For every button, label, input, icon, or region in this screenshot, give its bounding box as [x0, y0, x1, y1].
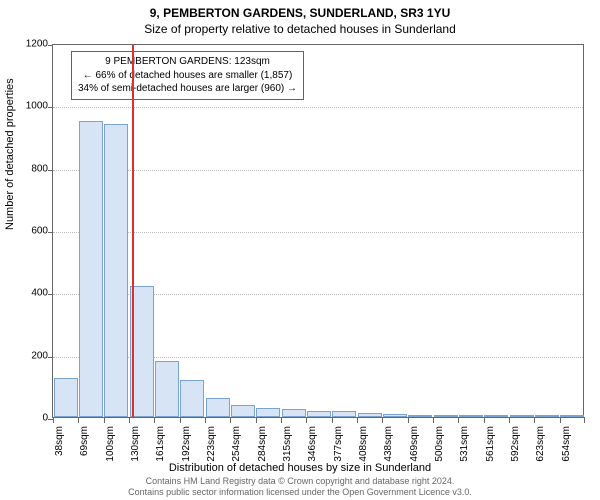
footer-attribution: Contains HM Land Registry data © Crown c…	[0, 476, 600, 499]
x-tick-mark	[458, 417, 459, 423]
x-tick-mark	[560, 417, 561, 423]
y-tick-mark	[48, 107, 53, 108]
page-subtitle: Size of property relative to detached ho…	[0, 20, 600, 36]
x-tick-label: 346sqm	[307, 426, 318, 466]
x-tick-label: 223sqm	[206, 426, 217, 466]
x-tick-label: 592sqm	[510, 426, 521, 466]
y-tick-mark	[48, 232, 53, 233]
x-tick-mark	[433, 417, 434, 423]
histogram-bar	[79, 121, 103, 417]
x-tick-mark	[104, 417, 105, 423]
annotation-line: 34% of semi-detached houses are larger (…	[78, 82, 297, 96]
histogram-bar	[535, 415, 559, 417]
histogram-bar	[459, 415, 483, 417]
y-tick-label: 600	[8, 226, 48, 237]
histogram-bar	[358, 413, 382, 417]
histogram-bar	[484, 415, 508, 417]
y-tick-mark	[48, 170, 53, 171]
x-tick-label: 500sqm	[434, 426, 445, 466]
page-address-title: 9, PEMBERTON GARDENS, SUNDERLAND, SR3 1Y…	[0, 0, 600, 20]
x-tick-mark	[78, 417, 79, 423]
x-tick-mark	[180, 417, 181, 423]
histogram-bar	[560, 415, 584, 417]
histogram-bar	[180, 380, 204, 417]
x-tick-mark	[129, 417, 130, 423]
annotation-box: 9 PEMBERTON GARDENS: 123sqm ← 66% of det…	[71, 51, 304, 100]
histogram-bar	[307, 411, 331, 417]
footer-line: Contains public sector information licen…	[0, 487, 600, 498]
x-tick-mark	[332, 417, 333, 423]
x-tick-mark	[357, 417, 358, 423]
histogram-bar	[332, 411, 356, 417]
x-tick-label: 561sqm	[485, 426, 496, 466]
x-tick-label: 469sqm	[409, 426, 420, 466]
x-tick-label: 531sqm	[459, 426, 470, 466]
y-tick-mark	[48, 357, 53, 358]
property-marker-line	[132, 45, 134, 417]
annotation-line: 9 PEMBERTON GARDENS: 123sqm	[78, 55, 297, 69]
y-tick-mark	[48, 294, 53, 295]
histogram-bar	[434, 415, 458, 417]
y-tick-label: 0	[8, 413, 48, 424]
x-tick-mark	[584, 417, 585, 423]
histogram-bar	[104, 124, 128, 417]
annotation-line: ← 66% of detached houses are smaller (1,…	[78, 69, 297, 83]
y-tick-label: 1200	[8, 39, 48, 50]
x-tick-label: 192sqm	[181, 426, 192, 466]
x-tick-label: 38sqm	[54, 426, 65, 466]
y-tick-label: 800	[8, 163, 48, 174]
y-tick-label: 400	[8, 288, 48, 299]
histogram-bar	[256, 408, 280, 417]
x-tick-label: 284sqm	[257, 426, 268, 466]
y-tick-label: 200	[8, 350, 48, 361]
histogram-bar	[54, 378, 78, 417]
x-tick-mark	[230, 417, 231, 423]
histogram-bar	[231, 405, 255, 417]
x-tick-mark	[281, 417, 282, 423]
x-tick-label: 254sqm	[231, 426, 242, 466]
x-tick-mark	[53, 417, 54, 423]
x-tick-mark	[154, 417, 155, 423]
x-tick-label: 623sqm	[535, 426, 546, 466]
histogram-bar	[282, 409, 306, 417]
x-tick-label: 315sqm	[282, 426, 293, 466]
x-tick-label: 377sqm	[333, 426, 344, 466]
x-tick-mark	[484, 417, 485, 423]
x-tick-mark	[256, 417, 257, 423]
x-tick-label: 161sqm	[155, 426, 166, 466]
histogram-bar	[510, 415, 534, 417]
x-tick-mark	[408, 417, 409, 423]
x-tick-mark	[382, 417, 383, 423]
histogram-bar	[155, 361, 179, 417]
x-tick-mark	[534, 417, 535, 423]
histogram-bar	[383, 414, 407, 417]
x-tick-label: 100sqm	[105, 426, 116, 466]
histogram-plot: 9 PEMBERTON GARDENS: 123sqm ← 66% of det…	[52, 44, 584, 418]
x-tick-mark	[205, 417, 206, 423]
histogram-bar	[206, 398, 230, 417]
footer-line: Contains HM Land Registry data © Crown c…	[0, 476, 600, 487]
x-tick-label: 69sqm	[79, 426, 90, 466]
x-tick-label: 408sqm	[358, 426, 369, 466]
x-tick-label: 438sqm	[383, 426, 394, 466]
x-tick-label: 130sqm	[130, 426, 141, 466]
y-tick-label: 1000	[8, 101, 48, 112]
y-tick-mark	[48, 45, 53, 46]
histogram-bar	[408, 415, 432, 417]
x-tick-mark	[509, 417, 510, 423]
x-tick-mark	[306, 417, 307, 423]
x-tick-label: 654sqm	[561, 426, 572, 466]
